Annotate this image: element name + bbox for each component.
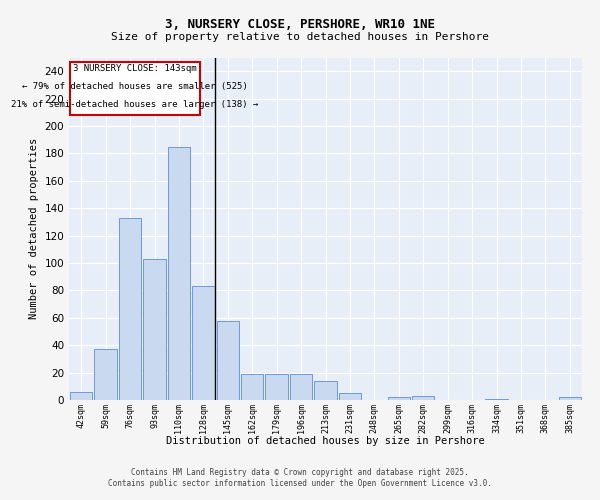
Bar [143,259,166,400]
Bar [70,392,92,400]
Bar [485,398,508,400]
Bar [119,218,142,400]
X-axis label: Distribution of detached houses by size in Pershore: Distribution of detached houses by size … [166,436,485,446]
Bar [290,374,313,400]
Bar [338,393,361,400]
Text: ← 79% of detached houses are smaller (525): ← 79% of detached houses are smaller (52… [22,82,248,91]
Y-axis label: Number of detached properties: Number of detached properties [29,138,39,320]
Bar [167,146,190,400]
Bar [314,381,337,400]
Bar [559,398,581,400]
Text: 3 NURSERY CLOSE: 143sqm: 3 NURSERY CLOSE: 143sqm [73,64,197,74]
Bar [412,396,434,400]
Bar [94,350,117,400]
Text: 3, NURSERY CLOSE, PERSHORE, WR10 1NE: 3, NURSERY CLOSE, PERSHORE, WR10 1NE [165,18,435,30]
Text: Size of property relative to detached houses in Pershore: Size of property relative to detached ho… [111,32,489,42]
Text: 21% of semi-detached houses are larger (138) →: 21% of semi-detached houses are larger (… [11,100,259,109]
FancyBboxPatch shape [70,62,200,115]
Bar [241,374,263,400]
Bar [265,374,288,400]
Bar [388,398,410,400]
Bar [192,286,215,400]
Bar [217,320,239,400]
Text: Contains HM Land Registry data © Crown copyright and database right 2025.
Contai: Contains HM Land Registry data © Crown c… [108,468,492,487]
